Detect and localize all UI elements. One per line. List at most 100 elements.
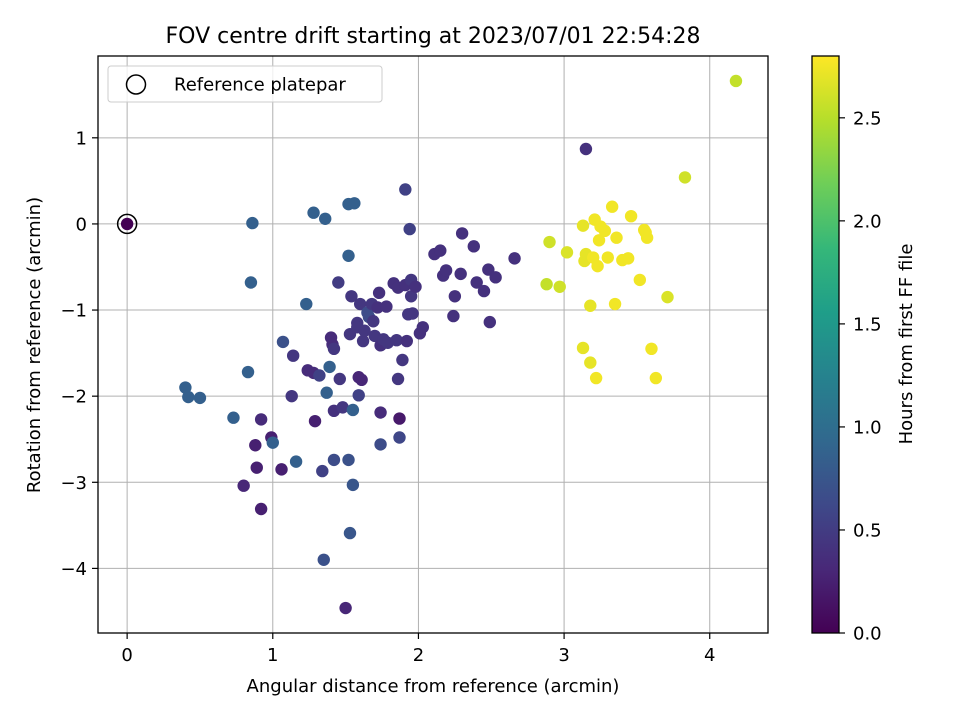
reference-marker <box>116 213 138 235</box>
data-point <box>448 290 462 303</box>
data-point <box>307 206 320 219</box>
data-point <box>327 342 341 356</box>
legend-entry-reference-platepar: Reference platepar <box>174 75 346 96</box>
data-point <box>193 391 207 405</box>
data-point <box>576 341 590 355</box>
data-point <box>610 231 623 244</box>
data-point <box>276 335 290 349</box>
y-tick-label: −4 <box>60 559 87 580</box>
data-point <box>605 200 619 213</box>
data-point <box>608 297 622 311</box>
data-point <box>624 209 638 223</box>
data-point <box>396 353 409 367</box>
data-point <box>391 372 405 386</box>
data-point <box>601 251 614 264</box>
data-point <box>591 259 604 273</box>
data-point <box>592 234 606 247</box>
data-point <box>374 406 387 419</box>
data-point <box>455 227 469 240</box>
data-point <box>317 553 330 566</box>
data-point <box>477 284 491 298</box>
data-point <box>560 246 574 259</box>
data-point <box>406 307 419 320</box>
data-point <box>678 171 692 184</box>
data-point <box>316 464 329 478</box>
data-point <box>355 373 368 387</box>
data-point <box>390 333 403 347</box>
data-point <box>633 273 647 287</box>
plot-frame <box>97 55 769 634</box>
data-point <box>352 389 365 402</box>
x-tick-label: 3 <box>558 645 569 666</box>
data-point <box>308 414 322 428</box>
data-point <box>275 463 288 476</box>
y-tick-label: −2 <box>60 387 87 408</box>
data-point <box>729 74 743 88</box>
y-tick-label: −1 <box>60 301 87 322</box>
data-point <box>246 216 259 230</box>
x-axis-label: Angular distance from reference (arcmin) <box>247 676 620 697</box>
data-point <box>313 369 326 382</box>
data-point <box>543 235 556 249</box>
data-point <box>393 431 406 444</box>
data-point <box>584 356 597 369</box>
data-point <box>336 401 349 414</box>
data-point <box>346 478 360 492</box>
x-tick-label: 1 <box>267 645 278 666</box>
y-tick-label: 0 <box>76 214 87 235</box>
x-tick-label: 2 <box>413 645 424 666</box>
data-point <box>285 389 298 403</box>
data-point <box>254 413 268 426</box>
y-tick-label: 1 <box>76 128 87 149</box>
data-point <box>483 315 497 329</box>
colorbar-tick-label: 1.5 <box>853 314 882 335</box>
data-point <box>393 412 406 425</box>
legend: Reference platepar <box>107 65 383 103</box>
data-point <box>348 197 361 210</box>
data-point <box>482 263 495 276</box>
colorbar-tick-label: 2.5 <box>853 108 882 129</box>
data-point <box>367 315 380 328</box>
data-point <box>241 365 255 379</box>
y-axis-label: Rotation from reference (arcmin) <box>24 197 45 493</box>
data-point <box>237 479 250 492</box>
scatter-points <box>116 74 743 615</box>
legend-box <box>107 65 383 103</box>
data-point <box>434 244 447 257</box>
data-point <box>576 219 590 232</box>
data-point <box>380 300 393 313</box>
data-point <box>343 526 357 540</box>
data-point <box>286 349 300 362</box>
colorbar <box>811 55 840 634</box>
data-point <box>300 297 313 311</box>
data-point <box>319 212 332 225</box>
data-point <box>540 278 553 291</box>
data-point <box>342 249 355 262</box>
data-point <box>470 276 483 289</box>
data-point <box>356 334 370 348</box>
data-point <box>399 183 412 196</box>
data-point <box>649 371 663 385</box>
colorbar-ticks: 0.0 0.5 1.0 1.5 2.0 2.5 <box>839 108 882 645</box>
data-point <box>454 267 467 281</box>
data-point <box>661 290 674 304</box>
data-point <box>332 276 345 289</box>
data-point <box>327 453 341 467</box>
data-point <box>244 276 258 289</box>
data-point <box>372 286 386 300</box>
data-point <box>182 390 195 404</box>
data-point <box>346 403 360 417</box>
colorbar-tick-label: 2.0 <box>853 211 882 232</box>
colorbar-tick-label: 1.0 <box>853 417 882 438</box>
data-point <box>447 309 460 323</box>
data-point <box>598 224 612 238</box>
data-point <box>640 231 654 244</box>
data-point <box>250 461 263 474</box>
data-point <box>179 381 192 394</box>
data-point <box>333 372 346 386</box>
data-point <box>358 324 371 337</box>
chart-title: FOV centre drift starting at 2023/07/01 … <box>166 24 701 49</box>
x-tick-label: 0 <box>121 645 132 666</box>
data-point <box>589 371 603 385</box>
